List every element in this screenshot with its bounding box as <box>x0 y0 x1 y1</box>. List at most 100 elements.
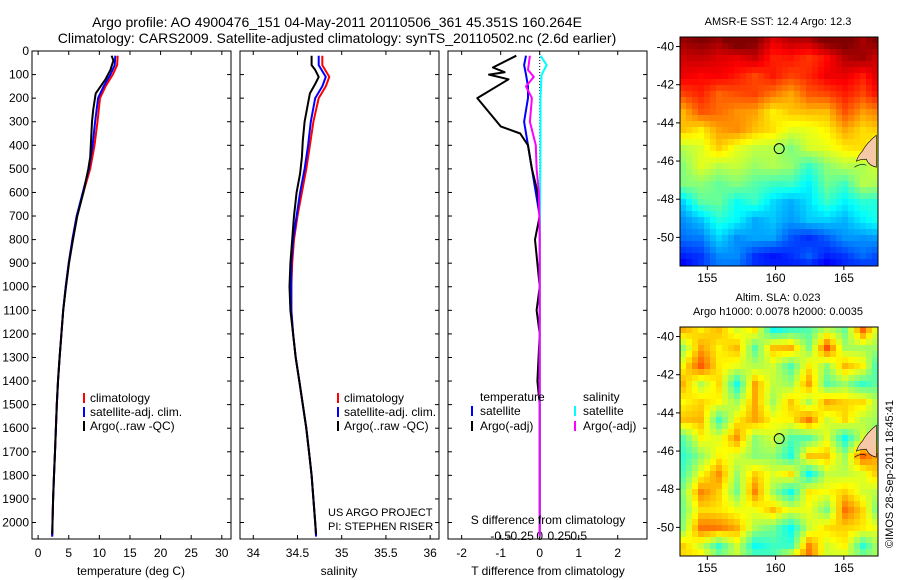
map-cell <box>686 399 692 405</box>
map-cell <box>740 127 746 133</box>
map-cell <box>710 333 716 339</box>
map-cell <box>758 199 764 205</box>
map-cell <box>848 399 854 405</box>
map-cell <box>782 411 788 417</box>
map-cell <box>770 37 776 43</box>
map-cell <box>776 327 782 333</box>
map-cell <box>764 429 770 435</box>
map-cell <box>848 133 854 139</box>
map-cell <box>794 211 800 217</box>
map-cell <box>848 229 854 235</box>
map-cell <box>686 435 692 441</box>
map-cell <box>842 229 848 235</box>
x-tick-label: 20 <box>154 546 168 560</box>
map-cell <box>860 121 866 127</box>
map-cell <box>704 97 710 103</box>
sst-coastline <box>854 134 877 168</box>
map-cell <box>764 375 770 381</box>
map-cell <box>704 537 710 543</box>
map-cell <box>776 393 782 399</box>
map-cell <box>710 513 716 519</box>
map-cell <box>836 217 842 223</box>
map-cell <box>782 489 788 495</box>
map-cell <box>734 91 740 97</box>
map-cell <box>746 139 752 145</box>
map-cell <box>716 163 722 169</box>
map-cell <box>782 223 788 229</box>
map-cell <box>716 417 722 423</box>
map-cell <box>698 357 704 363</box>
map-cell <box>764 477 770 483</box>
map-cell <box>800 145 806 151</box>
map-cell <box>848 247 854 253</box>
map-cell <box>806 199 812 205</box>
map-cell <box>842 121 848 127</box>
map-cell <box>872 513 878 519</box>
map-cell <box>728 453 734 459</box>
map-cell <box>704 489 710 495</box>
map-cell <box>722 37 728 43</box>
map-cell <box>764 435 770 441</box>
map-cell <box>728 247 734 253</box>
map-cell <box>752 259 758 265</box>
map-cell <box>710 205 716 211</box>
map-cell <box>800 405 806 411</box>
map-cell <box>794 247 800 253</box>
sst-field <box>680 37 878 266</box>
map-cell <box>782 241 788 247</box>
map-cell <box>740 175 746 181</box>
map-cell <box>854 79 860 85</box>
map-cell <box>836 205 842 211</box>
map-cell <box>728 549 734 555</box>
map-cell <box>788 211 794 217</box>
map-cell <box>872 115 878 121</box>
map-cell <box>788 193 794 199</box>
s-tick-label: -0.25 <box>507 529 535 543</box>
map-cell <box>812 103 818 109</box>
map-cell <box>794 387 800 393</box>
map-cell <box>734 351 740 357</box>
map-cell <box>794 369 800 375</box>
map-cell <box>692 139 698 145</box>
map-cell <box>770 525 776 531</box>
map-cell <box>710 241 716 247</box>
map-cell <box>836 181 842 187</box>
map-cell <box>854 477 860 483</box>
map-cell <box>872 187 878 193</box>
map-cell <box>692 357 698 363</box>
map-cell <box>776 37 782 43</box>
map-cell <box>680 121 686 127</box>
map-cell <box>842 369 848 375</box>
map-cell <box>824 229 830 235</box>
map-cell <box>722 43 728 49</box>
map-cell <box>818 417 824 423</box>
legend-entry: climatology <box>344 391 404 405</box>
map-cell <box>860 393 866 399</box>
legend-entry: Argo(..raw -QC) <box>344 419 429 433</box>
map-cell <box>770 49 776 55</box>
map-cell <box>800 121 806 127</box>
map-cell <box>854 345 860 351</box>
map-cell <box>722 259 728 265</box>
map-cell <box>866 199 872 205</box>
map-cell <box>770 235 776 241</box>
map-cell <box>848 235 854 241</box>
map-cell <box>842 513 848 519</box>
map-cell <box>824 345 830 351</box>
map-cell <box>788 85 794 91</box>
map-cell <box>854 519 860 525</box>
map-cell <box>728 513 734 519</box>
map-cell <box>740 211 746 217</box>
map-cell <box>722 241 728 247</box>
map-cell <box>746 507 752 513</box>
map-cell <box>740 513 746 519</box>
map-cell <box>824 151 830 157</box>
map-cell <box>794 235 800 241</box>
map-cell <box>830 79 836 85</box>
map-cell <box>770 133 776 139</box>
map-cell <box>680 229 686 235</box>
map-cell <box>824 507 830 513</box>
map-cell <box>788 139 794 145</box>
map-cell <box>734 507 740 513</box>
map-cell <box>734 175 740 181</box>
